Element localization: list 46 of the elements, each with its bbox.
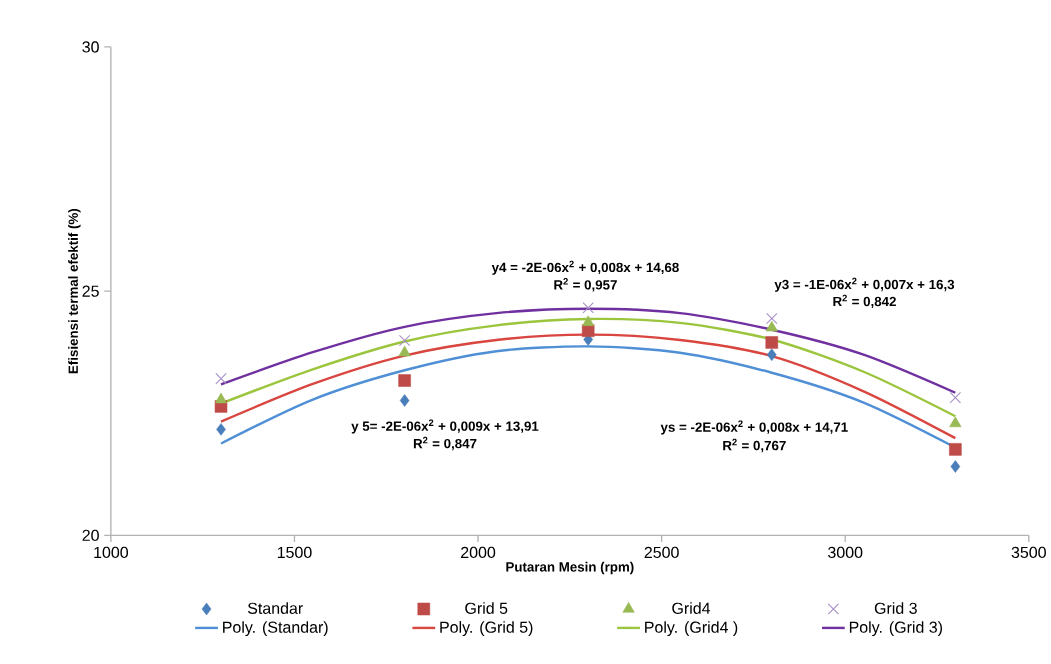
x-tick-label: 3500 — [1011, 546, 1046, 558]
annotation: y4 = -2E-06x$^{2}$ + 0,008x + 14,68 — [491, 260, 679, 275]
annotation: y3 = -1E-06x$^{2}$ + 0,007x + 16,3 — [774, 277, 955, 292]
legend-label: Grid4 — [672, 602, 711, 614]
point — [399, 394, 410, 407]
point — [765, 336, 779, 349]
annotation: R$^{2}$ = 0,767 — [723, 438, 786, 453]
y-tick-label: 30 — [82, 41, 99, 53]
point — [581, 324, 595, 337]
x-axis-title: Putaran Mesin (rpm) — [506, 561, 634, 575]
annotation: R$^{2}$ = 0,847 — [413, 436, 477, 451]
line-series — [219, 307, 957, 394]
point — [765, 320, 778, 332]
point — [216, 423, 226, 436]
point — [398, 374, 411, 387]
annotation: ys = -2E-06x$^{2}$ + 0,008x + 14,71 — [660, 420, 848, 435]
annotation: y 5= -2E-06x$^{2}$ + 0,009x + 13,91 — [351, 419, 539, 434]
point — [398, 345, 411, 357]
legend-label: Grid 3 — [874, 602, 917, 614]
legend-label: Standar — [247, 602, 303, 614]
x-tick-label: 2500 — [644, 546, 679, 558]
annotation: R$^{2}$ = 0,957 — [554, 278, 617, 292]
annotation: R$^{2}$ = 0,842 — [833, 294, 896, 309]
point — [582, 315, 595, 326]
point — [950, 460, 961, 473]
legend-label: Poly. (Grid4 ) — [645, 621, 738, 636]
y-tick-label: 25 — [82, 285, 99, 297]
point — [949, 391, 962, 404]
y-tick-label: 20 — [82, 529, 99, 541]
point — [582, 301, 594, 314]
point — [398, 334, 411, 347]
x-tick-label: 1000 — [94, 546, 129, 558]
x-tick-label: 2000 — [461, 546, 496, 558]
legend-label: Poly. (Standar) — [223, 621, 328, 636]
legend-label: Grid 5 — [465, 602, 508, 614]
point — [767, 348, 777, 361]
x-tick-label: 3000 — [828, 546, 863, 558]
legend-label: Poly. (Grid 5) — [440, 621, 533, 636]
point — [215, 372, 227, 385]
y-axis-title: Efisiensi termal efektif (%) — [68, 208, 81, 374]
point — [766, 312, 778, 325]
point — [949, 416, 962, 428]
point — [949, 443, 962, 456]
legend-label: Poly. (Grid 3) — [849, 621, 943, 636]
point — [214, 392, 228, 404]
x-tick-label: 1500 — [277, 546, 312, 558]
